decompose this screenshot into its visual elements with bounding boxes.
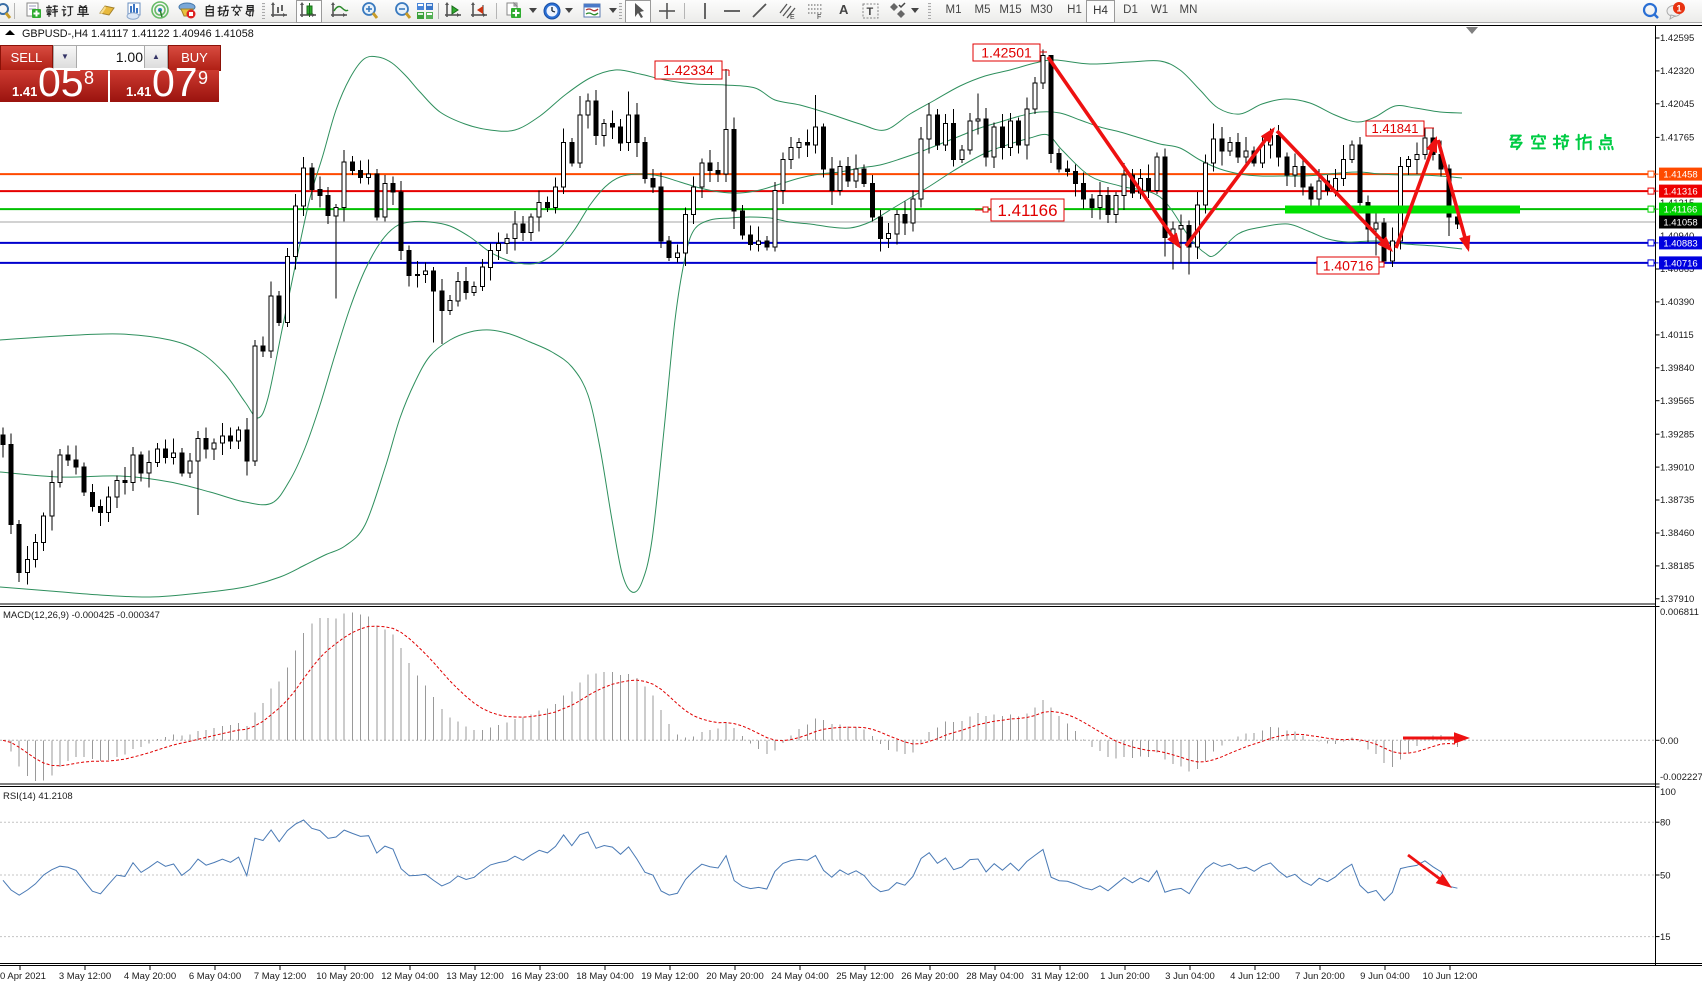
svg-text:1.41765: 1.41765 (1660, 133, 1694, 144)
svg-text:1.41166: 1.41166 (1664, 205, 1698, 216)
svg-text:1.41458: 1.41458 (1663, 170, 1697, 181)
svg-text:1.41316: 1.41316 (1663, 187, 1697, 198)
svg-text:1.38185: 1.38185 (1660, 561, 1694, 572)
svg-text:80: 80 (1660, 818, 1671, 829)
svg-text:1.38460: 1.38460 (1660, 528, 1694, 539)
svg-text:10 May 20:00: 10 May 20:00 (316, 971, 374, 982)
svg-text:9 Jun 04:00: 9 Jun 04:00 (1360, 971, 1410, 982)
svg-text:16 May 23:00: 16 May 23:00 (511, 971, 569, 982)
svg-text:1.42334: 1.42334 (663, 62, 714, 78)
svg-text:1.42320: 1.42320 (1660, 66, 1694, 77)
svg-text:0.00: 0.00 (1660, 736, 1679, 747)
svg-text:50: 50 (1660, 871, 1671, 882)
svg-text:20 May 20:00: 20 May 20:00 (706, 971, 764, 982)
svg-text:1.41058: 1.41058 (1663, 218, 1697, 229)
svg-text:1.40115: 1.40115 (1660, 330, 1694, 341)
svg-text:0 Apr 2021: 0 Apr 2021 (0, 971, 46, 982)
svg-text:1.39565: 1.39565 (1660, 396, 1694, 407)
svg-text:25 May 12:00: 25 May 12:00 (836, 971, 894, 982)
svg-text:19 May 12:00: 19 May 12:00 (641, 971, 699, 982)
svg-text:1.42045: 1.42045 (1660, 99, 1694, 110)
svg-text:7 May 12:00: 7 May 12:00 (254, 971, 306, 982)
svg-text:1.40665: 1.40665 (1660, 264, 1694, 275)
svg-text:31 May 12:00: 31 May 12:00 (1031, 971, 1089, 982)
svg-text:1.42595: 1.42595 (1660, 33, 1694, 44)
svg-text:1.42501: 1.42501 (981, 45, 1032, 61)
svg-text:T: T (867, 6, 874, 18)
svg-text:7 Jun 20:00: 7 Jun 20:00 (1295, 971, 1345, 982)
svg-text:1.41166: 1.41166 (997, 201, 1057, 220)
svg-text:1.37910: 1.37910 (1660, 594, 1694, 605)
svg-text:10 Jun 12:00: 10 Jun 12:00 (1423, 971, 1478, 982)
svg-text:12 May 04:00: 12 May 04:00 (381, 971, 439, 982)
svg-text:28 May 04:00: 28 May 04:00 (966, 971, 1024, 982)
svg-text:1 Jun 20:00: 1 Jun 20:00 (1100, 971, 1150, 982)
svg-text:1.39285: 1.39285 (1660, 429, 1694, 440)
svg-text:24 May 04:00: 24 May 04:00 (771, 971, 829, 982)
svg-text:1.40716: 1.40716 (1323, 258, 1374, 274)
svg-text:E: E (790, 14, 795, 21)
svg-text:26 May 20:00: 26 May 20:00 (901, 971, 959, 982)
svg-text:3 May 12:00: 3 May 12:00 (59, 971, 111, 982)
svg-text:0.006811: 0.006811 (1660, 607, 1699, 618)
svg-text:1.38735: 1.38735 (1660, 495, 1694, 506)
svg-text:1: 1 (1676, 4, 1681, 14)
svg-text:4 Jun 12:00: 4 Jun 12:00 (1230, 971, 1280, 982)
svg-text:13 May 12:00: 13 May 12:00 (446, 971, 504, 982)
svg-text:RSI(14) 41.2108: RSI(14) 41.2108 (3, 791, 73, 802)
svg-text:1.41841: 1.41841 (1372, 121, 1419, 136)
svg-text:1.40716: 1.40716 (1663, 258, 1697, 269)
svg-text:3 Jun 04:00: 3 Jun 04:00 (1165, 971, 1215, 982)
svg-text:GBPUSD-,H4 1.41117 1.41122 1.: GBPUSD-,H4 1.41117 1.41122 1.40946 1.410… (22, 28, 254, 40)
svg-text:6 May 04:00: 6 May 04:00 (189, 971, 241, 982)
svg-text:18 May 04:00: 18 May 04:00 (576, 971, 634, 982)
svg-text:1.39010: 1.39010 (1660, 462, 1694, 473)
svg-text:MACD(12,26,9) -0.000425 -0.000: MACD(12,26,9) -0.000425 -0.000347 (3, 610, 160, 621)
svg-text:4 May 20:00: 4 May 20:00 (124, 971, 176, 982)
svg-text:100: 100 (1660, 787, 1676, 798)
svg-text:15: 15 (1660, 932, 1671, 943)
svg-text:1.40390: 1.40390 (1660, 297, 1694, 308)
svg-text:1.40883: 1.40883 (1663, 238, 1697, 249)
svg-text:-0.002227: -0.002227 (1660, 772, 1702, 783)
svg-text:F: F (817, 14, 821, 21)
svg-text:1.39840: 1.39840 (1660, 363, 1694, 374)
